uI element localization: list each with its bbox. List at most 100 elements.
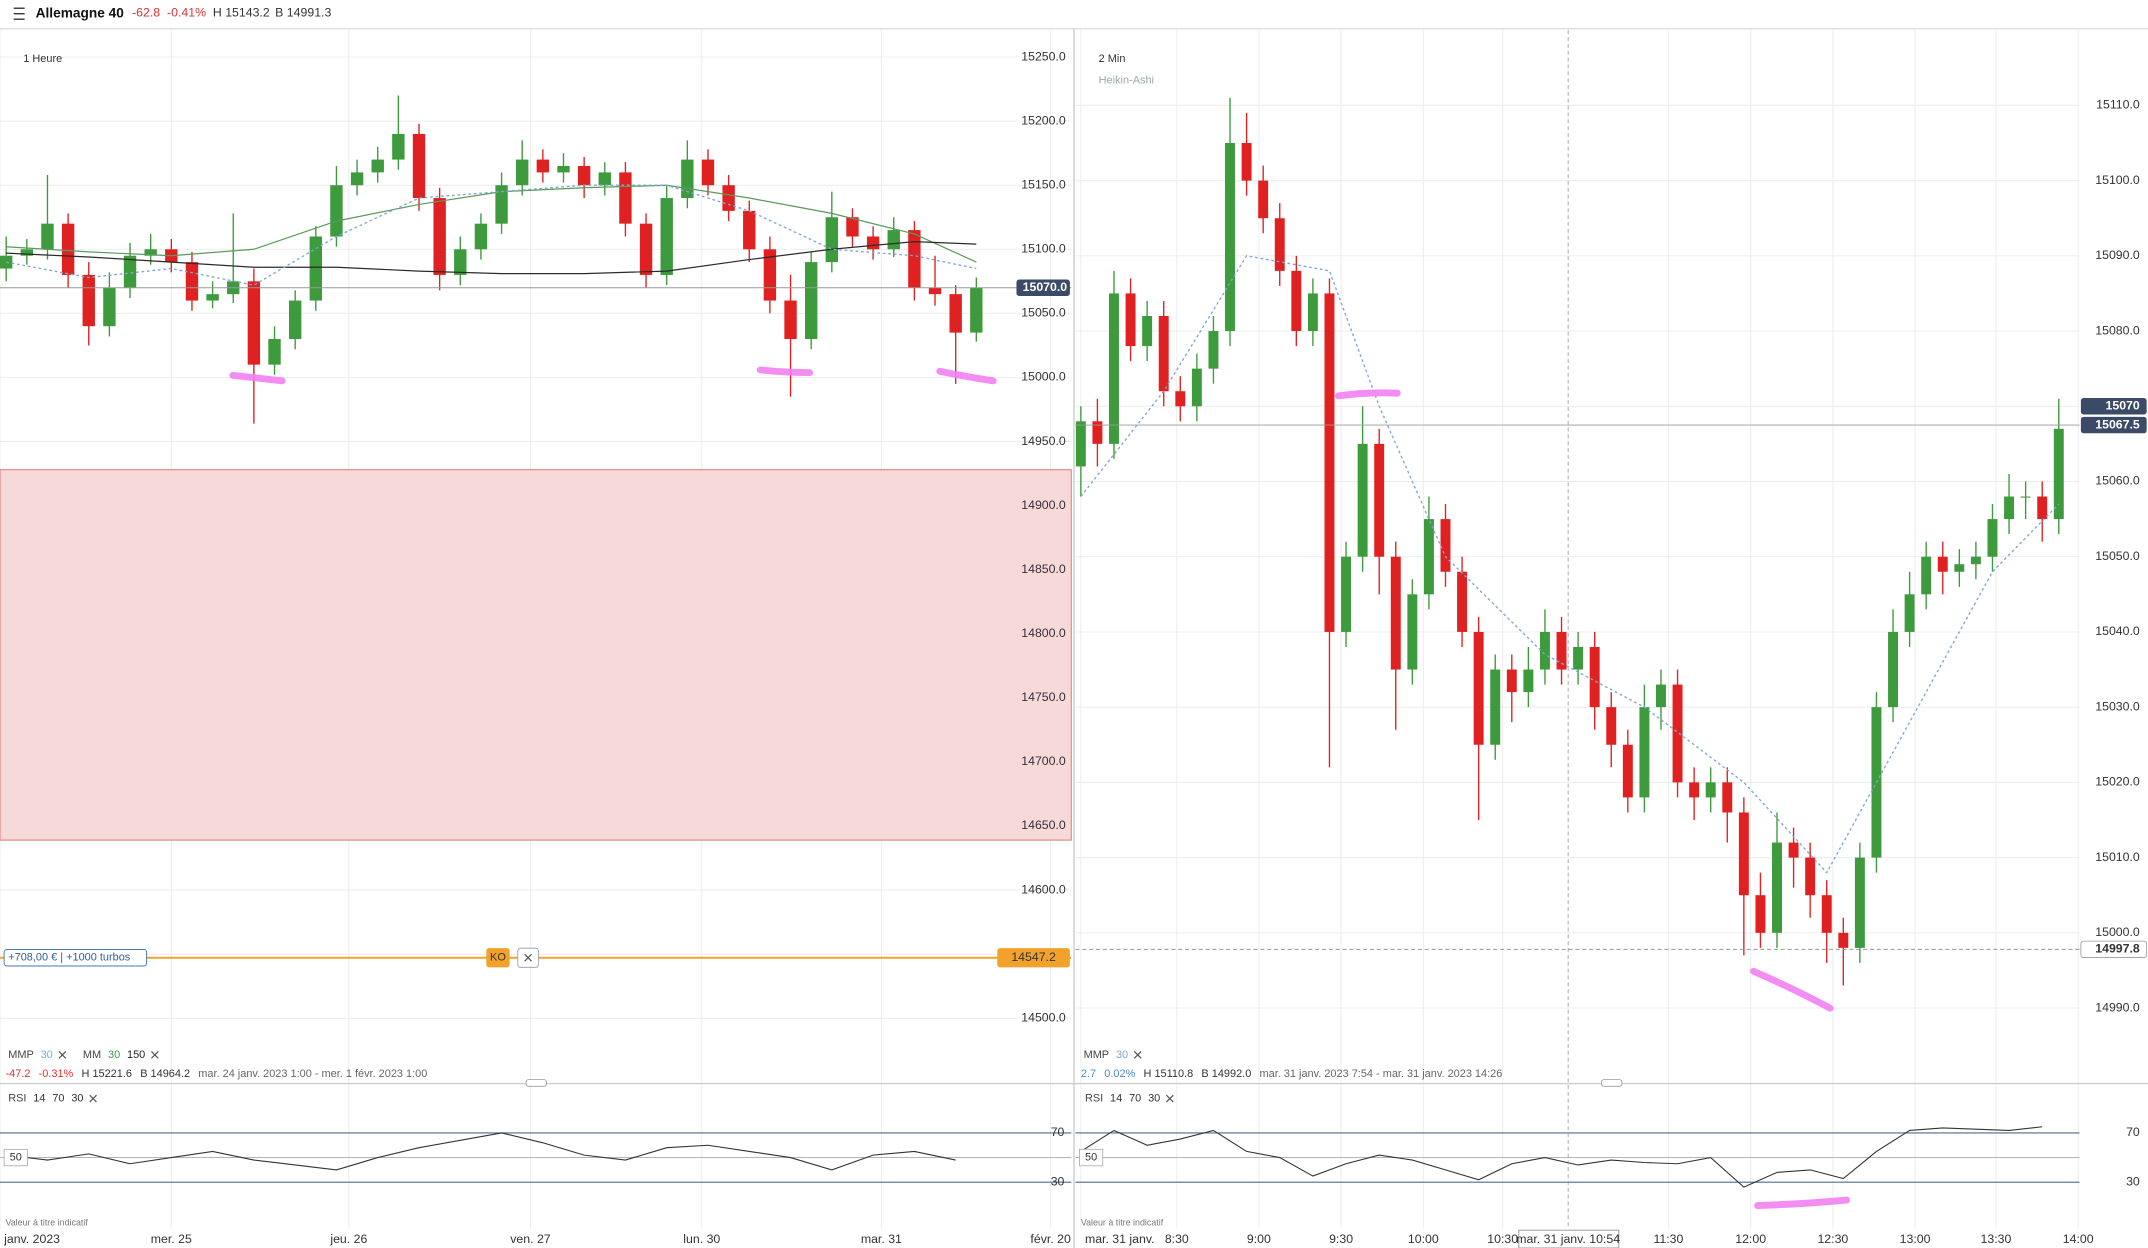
candle-body — [1705, 782, 1716, 798]
x-tick-label: mar. 31 janv. — [1085, 1232, 1155, 1246]
candle-body — [1589, 646, 1600, 708]
ko-badge[interactable] — [486, 948, 510, 968]
moving-average — [1080, 255, 2060, 874]
y-tick-label: 15020.0 — [2095, 775, 2140, 789]
disclaimer: Valeur à titre indicatif — [1081, 1218, 1164, 1228]
info-change: -47.2 — [5, 1068, 30, 1080]
candle-body — [123, 255, 137, 288]
y-tick-label: 15200.0 — [1021, 113, 1066, 127]
candle-body — [495, 185, 508, 224]
y-tick-label: 14700.0 — [1021, 754, 1066, 768]
candle-body — [1970, 556, 1981, 565]
price-tag — [1016, 279, 1070, 296]
candle-body — [1075, 421, 1086, 467]
candle-body — [908, 230, 921, 288]
candle-body — [1689, 782, 1700, 798]
indicator-name: MMP — [8, 1049, 34, 1061]
labels-layer: 14500.014550.014600.014650.014700.014750… — [3, 30, 2148, 1248]
candle-body — [330, 185, 343, 237]
candle-body — [1341, 556, 1352, 632]
y-tick-label: 15010.0 — [2095, 850, 2140, 864]
candle-body — [1854, 857, 1865, 948]
y-tick-label: 14600.0 — [1021, 882, 1066, 896]
rsi-legend: RSI 14 70 30 — [8, 1093, 83, 1105]
candle-body — [2053, 428, 2064, 520]
candle-body — [866, 236, 880, 250]
close-icon — [150, 1050, 159, 1059]
x-tick-label: jeu. 26 — [329, 1232, 367, 1246]
candle-body — [887, 230, 900, 250]
candle-body — [1622, 744, 1633, 798]
resize-handle[interactable] — [525, 1079, 548, 1087]
indicator-param: 30 — [41, 1049, 53, 1061]
y-tick-label: 14650.0 — [1021, 818, 1066, 832]
candle-body — [1954, 564, 1965, 572]
ko-badge-label: KO — [490, 952, 506, 964]
candle-body — [619, 172, 632, 224]
info-row: 2.7 0.02% H 15110.8 B 14992.0 mar. 31 janv. … — [1081, 1068, 1502, 1080]
x-tick-label: 12:00 — [1735, 1232, 1766, 1246]
y-tick-label: 14800.0 — [1021, 626, 1066, 640]
resize-handle[interactable] — [1600, 1079, 1623, 1087]
x-tick-label: 8:30 — [1165, 1232, 1189, 1246]
timeframe: 2 Min — [1099, 53, 1126, 65]
candle-body — [1258, 180, 1269, 219]
menu-icon[interactable] — [13, 7, 25, 20]
info-change: 2.7 — [1081, 1068, 1096, 1080]
high: H 15143.2 — [213, 6, 270, 20]
candle-body — [1125, 293, 1136, 347]
mid-label: 50 — [10, 1151, 22, 1163]
header: Allemagne 40 -62.8 -0.41% H 15143.2 B 14991.… — [36, 5, 332, 20]
candle-body — [1457, 571, 1468, 632]
candle-body — [1656, 684, 1666, 708]
candle-body — [268, 339, 281, 365]
info-high: H 15110.8 — [1144, 1068, 1194, 1080]
info-pct: -0.31% — [39, 1068, 74, 1080]
candle-body — [247, 281, 261, 365]
candle-body — [1208, 331, 1219, 369]
info-row: -47.2 -0.31% H 15221.6 B 14964.2 mar. 24 jan… — [5, 1068, 427, 1080]
y-tick-label: 14850.0 — [1021, 562, 1066, 576]
crosshair-label: mar. 31 janv. 10:54 — [1516, 1232, 1620, 1246]
candle-body — [1175, 391, 1186, 407]
close-icon — [1165, 1094, 1174, 1103]
x-tick-label: 14:00 — [2063, 1232, 2094, 1246]
candle-body — [1987, 519, 1998, 557]
rsi-param: 70 — [52, 1093, 64, 1105]
candle-body — [1274, 218, 1285, 271]
y-tick-label: 15250.0 — [1021, 49, 1066, 63]
mid-label: 50 — [1085, 1151, 1097, 1163]
candle-body — [309, 236, 322, 301]
candle-body — [1523, 669, 1534, 693]
candle-body — [1888, 631, 1899, 708]
indicator-name: MM — [83, 1049, 101, 1061]
info-high: H 15221.6 — [82, 1068, 132, 1080]
indicator-legend: MMP 30 — [1084, 1049, 1129, 1061]
candle-body — [61, 223, 75, 275]
mid-tag — [1079, 1148, 1104, 1167]
x-tick-label: lun. 30 — [683, 1232, 720, 1246]
candle-body — [41, 223, 54, 250]
candle-body — [598, 172, 611, 186]
candle-body — [2037, 496, 2048, 520]
candle-body — [1092, 421, 1103, 444]
candle-body — [1109, 293, 1119, 444]
candle-body — [350, 172, 364, 186]
candle-body — [1374, 443, 1385, 557]
candle-body — [1390, 556, 1401, 670]
close-icon — [1133, 1050, 1142, 1059]
low: B 14991.3 — [275, 6, 331, 20]
info-range: mar. 31 janv. 2023 7:54 - mar. 31 janv. … — [1260, 1068, 1503, 1080]
grid-layer — [0, 30, 2080, 1229]
highlight-stroke — [229, 371, 286, 385]
y-tick-label: 30 — [2126, 1174, 2140, 1188]
y-tick-label: 15050.0 — [1021, 306, 1066, 320]
indicator-legend: MMP 30 MM 30 150 — [8, 1049, 145, 1061]
x-tick-label: mar. 31 — [861, 1232, 902, 1246]
price-tag — [2080, 940, 2148, 958]
rsi-param: 14 — [33, 1093, 45, 1105]
x-tick-label: 9:00 — [1247, 1232, 1271, 1246]
y-tick-label: 15040.0 — [2095, 624, 2140, 638]
candle-body — [1556, 631, 1567, 670]
candle-body — [1490, 669, 1501, 745]
